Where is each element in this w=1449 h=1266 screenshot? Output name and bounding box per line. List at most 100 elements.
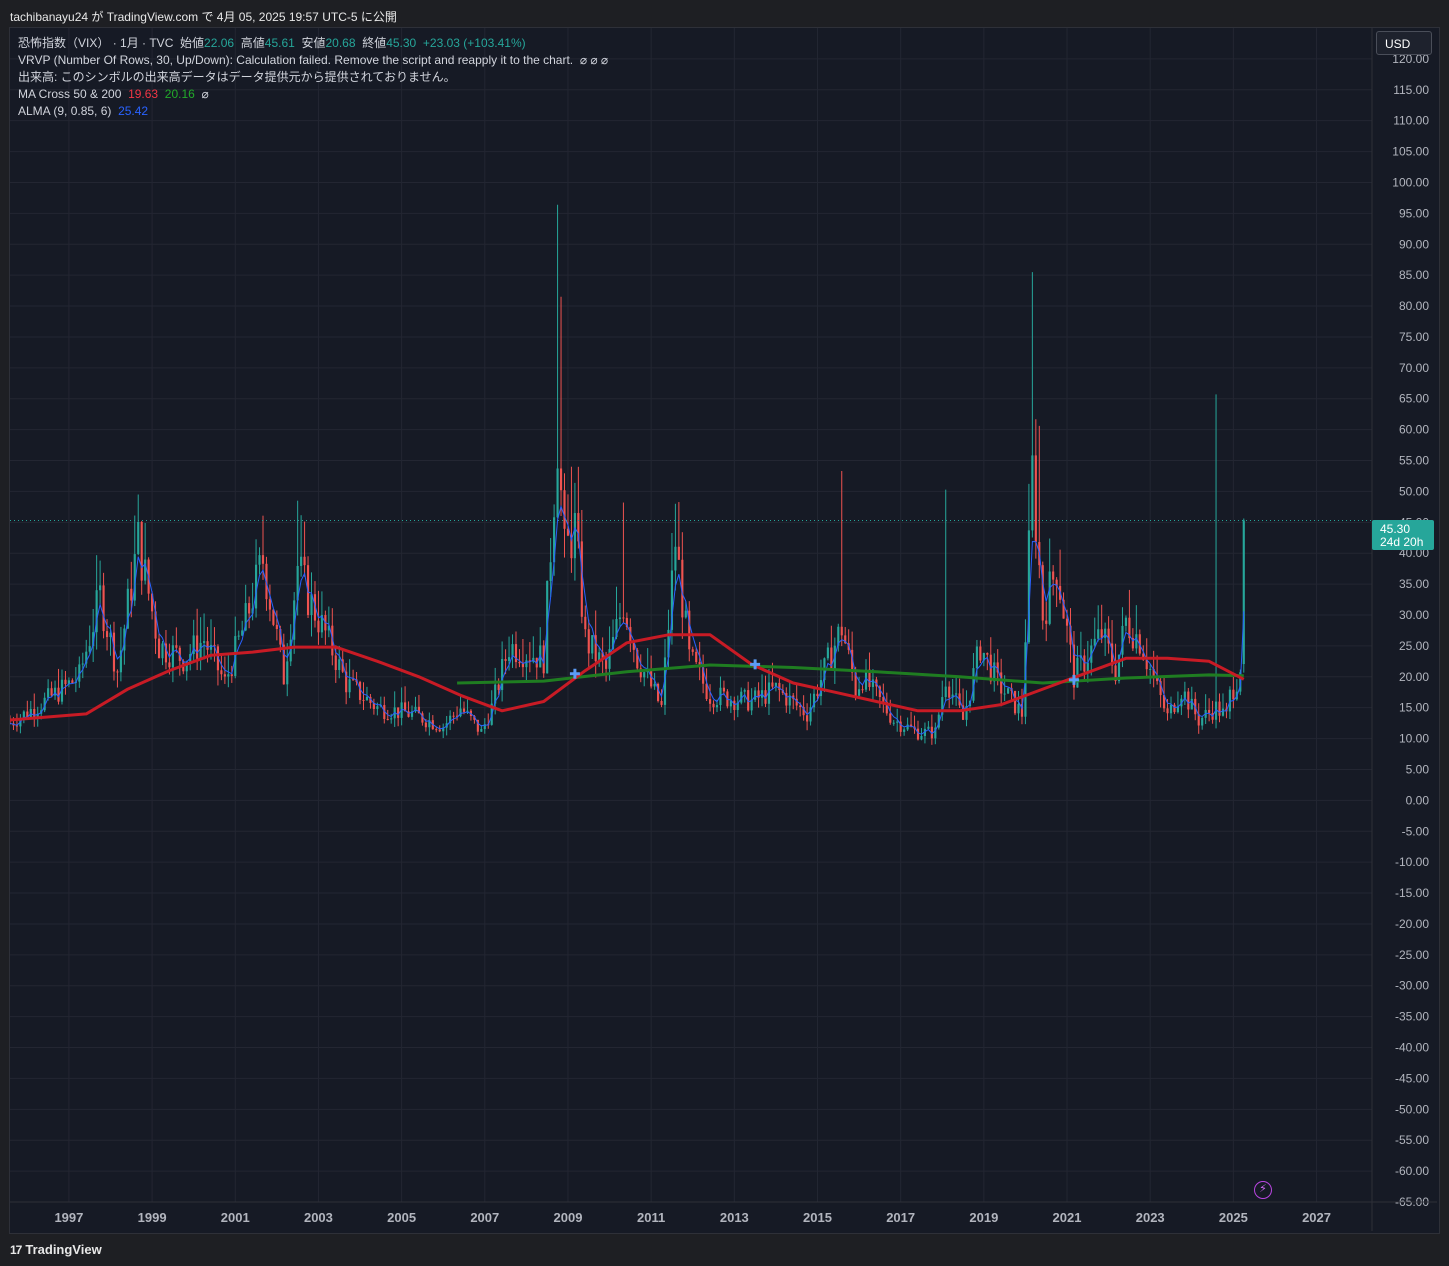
ma50-line xyxy=(10,633,1245,722)
candle-body xyxy=(459,708,462,717)
candle-body xyxy=(747,690,750,711)
candle-body xyxy=(812,693,816,708)
candle-body xyxy=(930,726,933,739)
candle-body xyxy=(1218,701,1221,716)
candle-body xyxy=(722,687,725,692)
x-tick-label: 2009 xyxy=(554,1210,583,1225)
candle-body xyxy=(365,696,369,701)
candle-body xyxy=(251,608,254,614)
candle-body xyxy=(272,609,275,625)
y-tick-label: -20.00 xyxy=(1395,917,1429,931)
candle-body xyxy=(916,728,920,740)
candle-body xyxy=(553,517,556,563)
candle-body xyxy=(137,521,140,555)
candle-body xyxy=(230,674,233,676)
candle-body xyxy=(327,625,330,631)
candle-body xyxy=(466,710,469,712)
currency-button[interactable]: USD xyxy=(1376,31,1432,55)
high-value: 45.61 xyxy=(264,36,295,50)
candle-body xyxy=(404,702,407,712)
candle-body xyxy=(1107,628,1110,644)
candle-body xyxy=(372,702,375,709)
candle-body xyxy=(878,686,881,698)
legend-ohlc[interactable]: 恐怖指数（VIX） · 1月 · TVC 始値22.06 高値45.61 安値2… xyxy=(18,35,608,52)
candle-body xyxy=(1062,599,1065,619)
candle-body xyxy=(320,614,323,633)
legend-volume: 出来高: このシンボルの出来高データはデータ提供元から提供されておりません。 xyxy=(18,69,608,86)
candle-body xyxy=(1027,530,1030,643)
low-label: 安値 xyxy=(301,36,326,50)
candle-body xyxy=(161,643,164,659)
candle-body xyxy=(1242,520,1245,665)
candle-body xyxy=(386,718,389,720)
legend: 恐怖指数（VIX） · 1月 · TVC 始値22.06 高値45.61 安値2… xyxy=(18,35,608,120)
candle-body xyxy=(1086,662,1089,672)
candle-body xyxy=(1007,688,1010,694)
candle-body xyxy=(570,535,573,559)
candle-body xyxy=(632,642,635,650)
y-tick-label: 55.00 xyxy=(1399,454,1429,468)
alma-value: 25.42 xyxy=(118,104,149,118)
candle-body xyxy=(455,715,459,717)
candle-body xyxy=(1045,620,1048,624)
candle-body xyxy=(341,659,344,672)
candle-body xyxy=(573,513,576,559)
candle-body xyxy=(629,626,632,643)
lightning-icon[interactable]: ⚡ xyxy=(1254,1181,1272,1199)
candle-body xyxy=(26,711,29,718)
candle-body xyxy=(483,724,486,730)
candle-body xyxy=(81,663,84,665)
candle-body xyxy=(851,649,854,673)
candle-body xyxy=(705,683,708,700)
candle-body xyxy=(317,620,320,633)
candle-body xyxy=(757,690,760,698)
symbol-name[interactable]: 恐怖指数（VIX） xyxy=(18,36,110,50)
candle-body xyxy=(383,705,386,719)
candle-body xyxy=(605,659,608,669)
legend-ma-cross[interactable]: MA Cross 50 & 200 19.63 20.16 ⌀ xyxy=(18,86,608,103)
candle-body xyxy=(1114,665,1117,682)
candle-body xyxy=(376,706,379,709)
candle-body xyxy=(660,700,663,705)
candle-body xyxy=(209,644,213,650)
ma50-value: 19.63 xyxy=(128,87,159,101)
candle-body xyxy=(171,645,174,668)
candle-body xyxy=(1176,706,1179,713)
candle-body xyxy=(1031,455,1034,531)
candle-body xyxy=(199,642,202,659)
candle-body xyxy=(830,647,833,669)
candle-body xyxy=(22,711,25,719)
price-chart[interactable]: 120.00 115.00 110.00 105.00 100.00 95.00 90.00… xyxy=(10,28,1437,1231)
y-tick-label: -10.00 xyxy=(1395,855,1429,869)
candle-body xyxy=(809,707,812,722)
candle-body xyxy=(1162,695,1166,709)
y-tick-label: 90.00 xyxy=(1399,237,1429,251)
candle-body xyxy=(476,719,479,732)
candle-body xyxy=(397,707,400,718)
y-tick-label: 95.00 xyxy=(1399,206,1429,220)
candle-body xyxy=(1017,704,1020,714)
candle-body xyxy=(927,726,930,729)
y-tick-label: 85.00 xyxy=(1399,268,1429,282)
candle-body xyxy=(36,713,39,718)
candle-body xyxy=(944,686,947,698)
legend-alma[interactable]: ALMA (9, 0.85, 6) 25.42 xyxy=(18,103,608,120)
ma-cross-marker xyxy=(569,668,580,679)
open-label: 始値 xyxy=(180,36,205,50)
candle-body xyxy=(303,556,306,566)
candle-body xyxy=(702,667,705,684)
y-tick-label: 100.00 xyxy=(1392,175,1429,189)
candle-body xyxy=(840,626,843,636)
candle-body xyxy=(410,711,414,717)
bar-countdown: 24d 20h xyxy=(1380,535,1424,549)
y-tick-label: -60.00 xyxy=(1395,1164,1429,1178)
candle-body xyxy=(785,693,788,706)
change-value: +23.03 (+103.41%) xyxy=(422,36,526,50)
candle-body xyxy=(116,671,119,673)
candle-body xyxy=(636,649,639,669)
candle-body xyxy=(556,468,559,518)
legend-vrvp[interactable]: VRVP (Number Of Rows, 30, Up/Down): Calc… xyxy=(18,52,608,69)
candle-body xyxy=(986,652,989,655)
tradingview-brand[interactable]: 17 TradingView xyxy=(10,1242,102,1257)
alma-label: ALMA (9, 0.85, 6) xyxy=(18,104,112,118)
